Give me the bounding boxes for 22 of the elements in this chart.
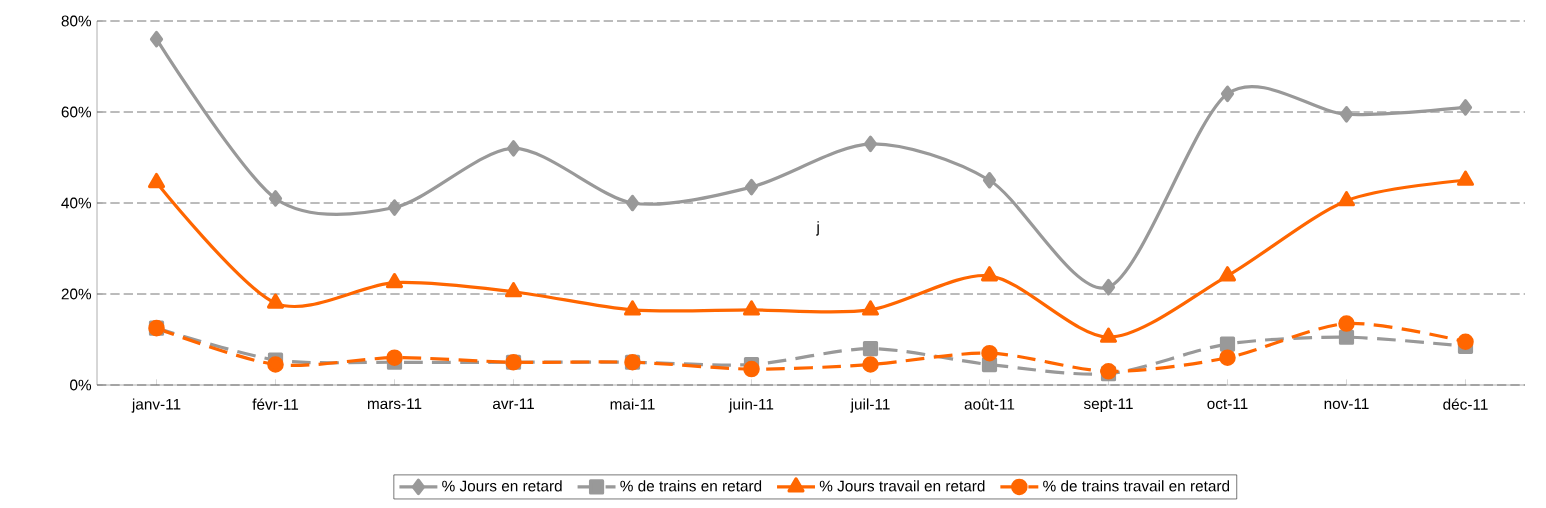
x-tick-label: déc-11 — [1443, 398, 1488, 410]
x-tick-label: févr-11 — [252, 398, 299, 410]
x-tick-label: avr-11 — [492, 398, 534, 410]
annotation: j — [816, 221, 819, 236]
y-tick-label: 0% — [70, 379, 92, 391]
y-tick-label: 20% — [61, 288, 92, 300]
legend-label: % Jours travail en retard — [819, 480, 985, 492]
legend-label: % Jours en retard — [442, 480, 562, 492]
x-tick-label: juin-11 — [728, 398, 774, 413]
x-tick-label: janv-11 — [131, 398, 181, 413]
legend-label: % de trains en retard — [620, 480, 762, 492]
x-tick-label: mai-11 — [610, 398, 655, 410]
y-tick-label: 40% — [61, 197, 92, 209]
x-tick-label: juil-11 — [850, 398, 890, 413]
x-tick-label: août-11 — [964, 398, 1015, 410]
legend-label: % de trains travail en retard — [1043, 480, 1230, 492]
y-tick-label: 80% — [61, 15, 92, 27]
x-tick-label: sept-11 — [1083, 398, 1133, 413]
y-tick-label: 60% — [61, 106, 92, 118]
x-tick-label: mars-11 — [367, 398, 422, 410]
x-tick-label: oct-11 — [1207, 398, 1248, 410]
x-tick-label: nov-11 — [1324, 398, 1369, 410]
